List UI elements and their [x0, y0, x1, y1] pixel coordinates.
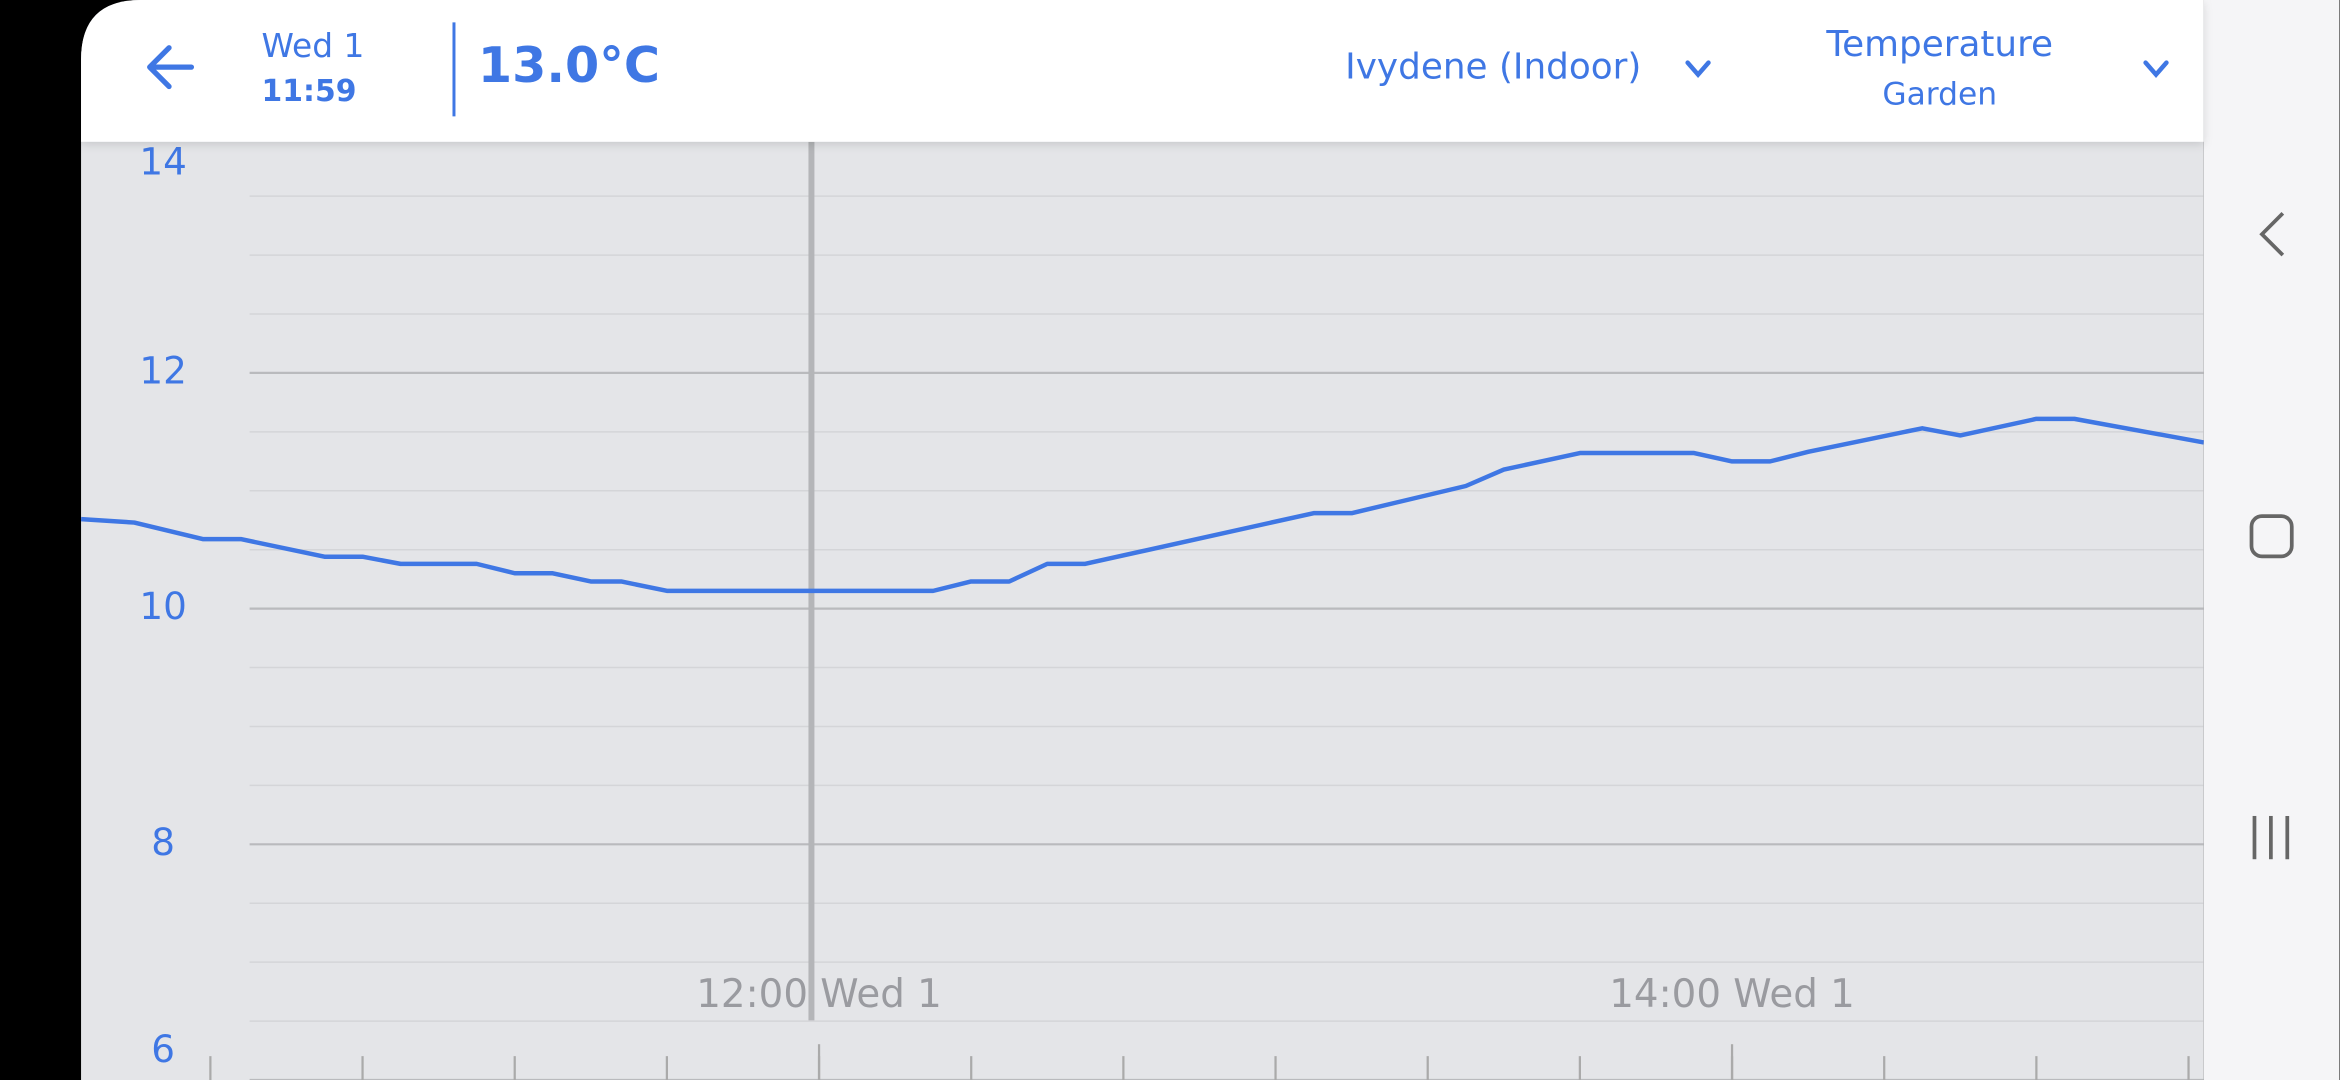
x-tick-label: 12:00 Wed 1	[696, 972, 942, 1017]
header-bar	[81, 0, 2204, 142]
y-tick-label: 6	[151, 1027, 175, 1071]
x-tick-label: 14:00 Wed 1	[1609, 972, 1855, 1017]
nav-recents[interactable]	[2252, 815, 2290, 860]
location-select[interactable]: Ivydene (Indoor)	[1345, 47, 1641, 88]
time: 11:59	[262, 74, 357, 109]
y-tick-label: 8	[151, 820, 175, 864]
date: Wed 1	[262, 27, 365, 65]
location-chevron[interactable]	[1685, 60, 1711, 78]
metric-chevron[interactable]	[2143, 60, 2169, 78]
nav-back[interactable]	[2259, 211, 2285, 257]
back-button[interactable]	[147, 45, 195, 90]
axes: 6 8 10 12 14 12:00 Wed 1 14:00 Wed 1	[139, 140, 2190, 1080]
app-card	[81, 0, 2204, 1080]
nav-bar	[2203, 0, 2340, 1080]
current-reading: 13.0°C	[478, 36, 660, 94]
y-tick-label: 12	[139, 348, 186, 392]
y-tick-label: 14	[139, 140, 186, 184]
nav-home[interactable]	[2249, 514, 2294, 559]
metric-select[interactable]: Temperature	[1825, 24, 2053, 65]
data-line	[81, 416, 2204, 594]
y-tick-label: 10	[139, 584, 186, 628]
room: Garden	[1882, 76, 1997, 112]
plot-area	[81, 141, 2204, 1080]
